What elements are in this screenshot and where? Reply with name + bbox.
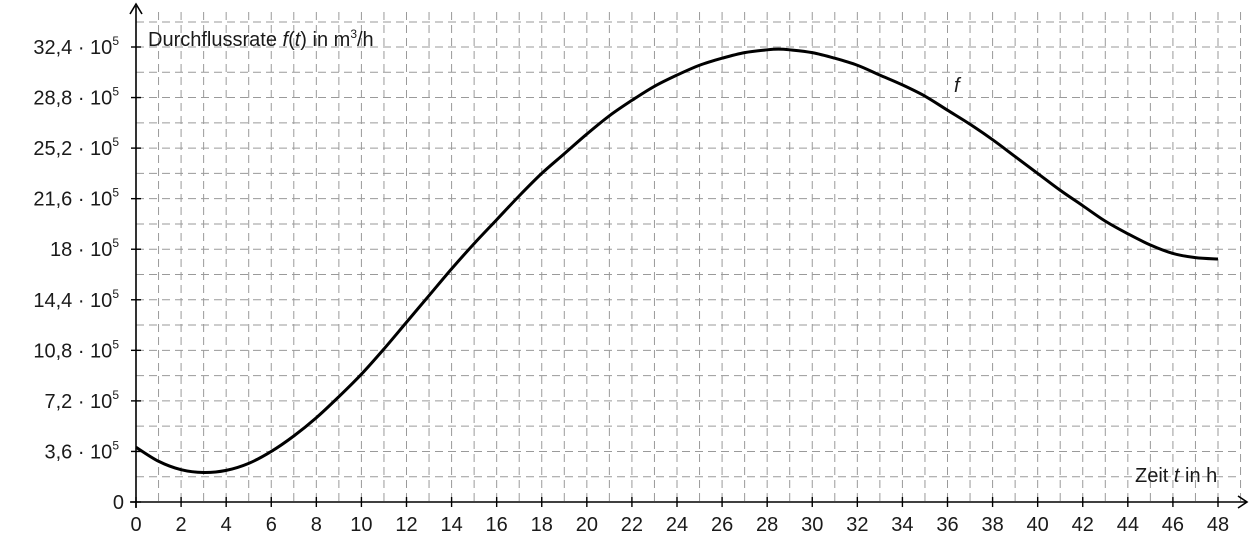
x-tick-label: 2 xyxy=(176,514,187,536)
grid xyxy=(136,12,1242,502)
x-tick-label: 0 xyxy=(130,514,141,536)
y-label-var: t xyxy=(295,29,302,51)
x-tick-label: 24 xyxy=(666,514,688,536)
y-tick-label: 0 xyxy=(113,492,124,514)
x-tick-label: 8 xyxy=(311,514,322,536)
x-tick-label: 18 xyxy=(531,514,553,536)
y-label-fn: f xyxy=(283,29,291,51)
x-tick-label: 32 xyxy=(846,514,868,536)
y-label-post: /h xyxy=(357,29,374,51)
x-label-var: t xyxy=(1174,465,1181,487)
y-tick-label: 32,4 · 105 xyxy=(33,34,119,59)
x-tick-label: 42 xyxy=(1072,514,1094,536)
x-tick-label: 22 xyxy=(621,514,643,536)
x-tick-label: 48 xyxy=(1207,514,1229,536)
y-tick-label: 14,4 · 105 xyxy=(33,287,119,312)
y-tick-label: 7,2 · 105 xyxy=(44,388,119,413)
x-label-post: in h xyxy=(1179,465,1217,487)
x-tick-label: 26 xyxy=(711,514,733,536)
x-tick-label: 36 xyxy=(936,514,958,536)
x-label-pre: Zeit xyxy=(1135,465,1174,487)
x-tick-label: 30 xyxy=(801,514,823,536)
x-tick-label: 20 xyxy=(576,514,598,536)
x-tick-label: 38 xyxy=(981,514,1003,536)
x-tick-label: 28 xyxy=(756,514,778,536)
y-tick-label: 21,6 · 105 xyxy=(33,186,119,211)
series-line-f xyxy=(135,47,1219,475)
y-tick-label: 18 · 105 xyxy=(50,236,119,261)
y-tick-label: 3,6 · 105 xyxy=(44,438,119,463)
y-tick-labels: 0 3,6 · 105 7,2 · 105 10,8 · 105 14,4 · 105 1… xyxy=(33,34,141,514)
x-tick-label: 40 xyxy=(1027,514,1049,536)
x-tick-label: 14 xyxy=(440,514,462,536)
x-tick-label: 4 xyxy=(221,514,232,536)
x-tick-label: 12 xyxy=(395,514,417,536)
series-label-f: f xyxy=(954,75,962,97)
x-axis-label: Zeit t in h xyxy=(1135,465,1217,487)
y-axis-arrow xyxy=(129,2,143,15)
y-label-mid: in m xyxy=(307,29,350,51)
y-label-pre: Durchflussrate xyxy=(148,29,283,51)
x-tick-label: 6 xyxy=(266,514,277,536)
x-tick-label: 10 xyxy=(350,514,372,536)
x-tick-label: 34 xyxy=(891,514,913,536)
y-tick-label: 10,8 · 105 xyxy=(33,337,119,362)
y-tick-label: 28,8 · 105 xyxy=(33,85,119,110)
x-tick-label: 16 xyxy=(486,514,508,536)
x-axis-arrow xyxy=(1237,495,1249,509)
y-tick-label: 25,2 · 105 xyxy=(33,135,119,160)
x-tick-labels: 0 2 4 6 8 10 12 14 16 18 20 22 24 26 28 30 32 34 36 38 40 42 4… xyxy=(130,497,1229,536)
y-label-close: ) xyxy=(300,29,307,51)
x-tick-label: 44 xyxy=(1117,514,1139,536)
y-label-open: ( xyxy=(288,29,295,51)
y-axis-label: Durchflussrate f(t) in m3/h xyxy=(148,27,374,51)
x-tick-label: 46 xyxy=(1162,514,1184,536)
y-label-sup: 3 xyxy=(350,27,357,41)
